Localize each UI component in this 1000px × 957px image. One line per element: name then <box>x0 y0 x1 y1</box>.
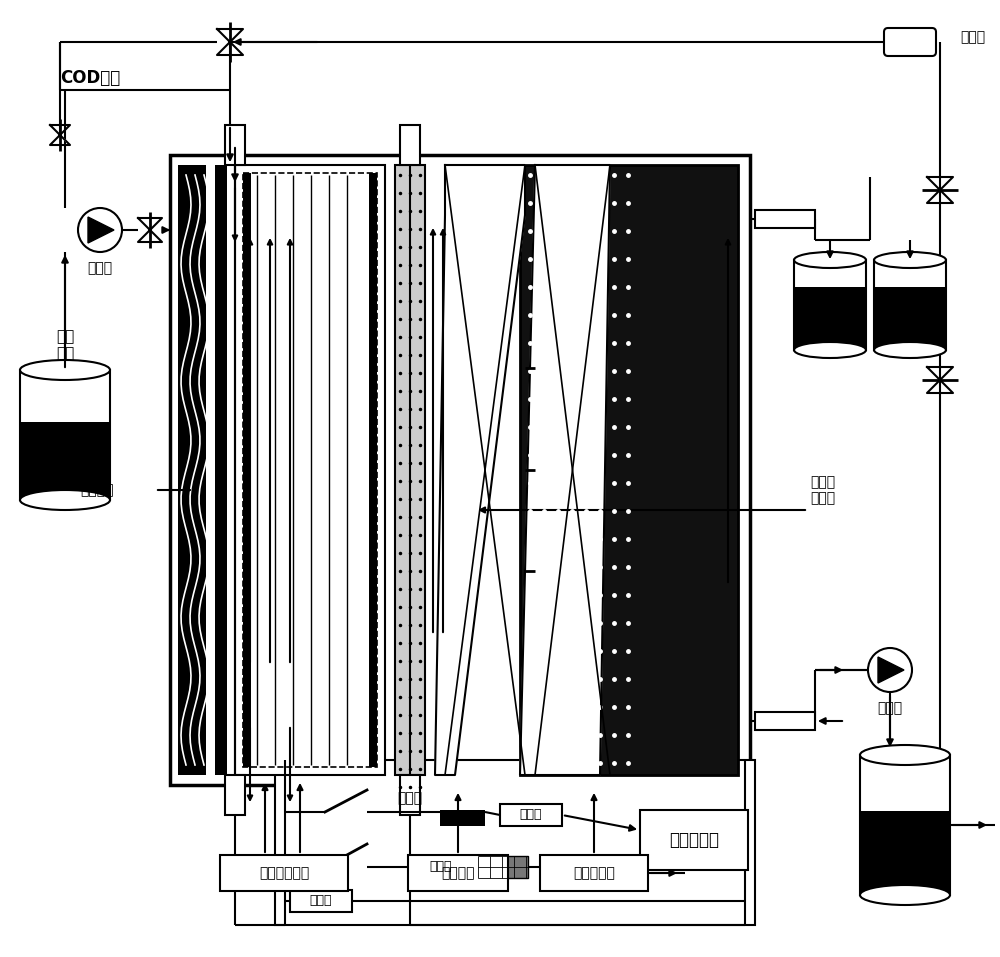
Bar <box>755 712 815 730</box>
Polygon shape <box>435 165 525 775</box>
Polygon shape <box>520 165 610 775</box>
Bar <box>860 811 950 895</box>
Text: 电压表: 电压表 <box>310 895 332 907</box>
Bar <box>220 855 348 891</box>
Polygon shape <box>88 217 114 243</box>
FancyBboxPatch shape <box>884 28 936 56</box>
Polygon shape <box>927 177 953 203</box>
Bar <box>243 173 251 767</box>
Ellipse shape <box>794 342 866 358</box>
Bar <box>874 287 946 350</box>
Bar <box>520 165 738 775</box>
Bar <box>408 855 508 891</box>
Text: COD检测: COD检测 <box>60 69 120 87</box>
Bar <box>225 125 245 165</box>
Bar <box>640 810 748 870</box>
Bar <box>755 210 815 228</box>
Bar <box>235 165 385 775</box>
Text: 阴极缓冲溶: 阴极缓冲溶 <box>573 866 615 880</box>
Bar <box>170 155 750 785</box>
Bar <box>243 173 377 767</box>
Text: 直流用电器: 直流用电器 <box>669 831 719 849</box>
Ellipse shape <box>860 885 950 905</box>
Text: 进料泵: 进料泵 <box>877 701 903 715</box>
Text: 阳离子膜: 阳离子膜 <box>441 866 475 880</box>
Text: 电流表: 电流表 <box>430 860 452 874</box>
Bar <box>290 890 352 912</box>
Text: 进料泵: 进料泵 <box>87 261 113 275</box>
Ellipse shape <box>20 360 110 380</box>
Bar <box>400 125 420 165</box>
Bar <box>860 755 950 895</box>
Bar <box>794 287 866 350</box>
Bar <box>178 165 206 775</box>
Text: 电流表: 电流表 <box>520 809 542 821</box>
Text: 不锈钢网支架: 不锈钢网支架 <box>259 866 309 880</box>
Bar <box>440 810 485 826</box>
Text: 阳极碳毡: 阳极碳毡 <box>80 483 114 497</box>
Bar <box>275 760 755 925</box>
Text: 单向阀: 单向阀 <box>960 30 985 44</box>
Text: 阴极载
铂碳布: 阴极载 铂碳布 <box>810 475 835 505</box>
Bar <box>410 856 472 878</box>
Polygon shape <box>50 125 70 145</box>
Polygon shape <box>138 218 162 242</box>
Bar <box>478 856 528 878</box>
Ellipse shape <box>874 252 946 268</box>
Bar <box>400 775 420 815</box>
Ellipse shape <box>20 490 110 510</box>
Bar <box>20 422 110 500</box>
Circle shape <box>78 208 122 252</box>
Ellipse shape <box>794 252 866 268</box>
Bar <box>794 260 866 350</box>
Polygon shape <box>927 367 953 393</box>
Polygon shape <box>217 29 243 55</box>
Ellipse shape <box>860 745 950 765</box>
Bar <box>225 775 245 815</box>
Text: 焦化
废水: 焦化 废水 <box>56 329 74 361</box>
Bar <box>540 855 648 891</box>
Bar <box>369 173 377 767</box>
Bar <box>395 165 425 775</box>
Ellipse shape <box>874 342 946 358</box>
Bar <box>874 260 946 350</box>
Bar <box>20 370 110 500</box>
Polygon shape <box>878 657 904 683</box>
Bar <box>500 804 562 826</box>
Text: 电阻箱: 电阻箱 <box>397 791 423 805</box>
Bar <box>215 165 227 775</box>
Circle shape <box>868 648 912 692</box>
